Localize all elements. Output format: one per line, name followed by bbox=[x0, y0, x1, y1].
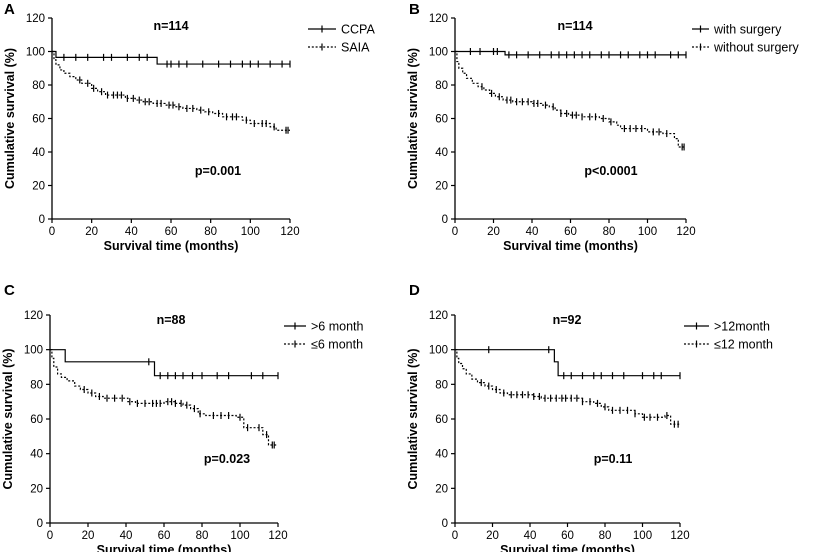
y-tick-label: 20 bbox=[435, 181, 448, 193]
x-tick-label: 120 bbox=[280, 226, 299, 238]
y-tick-label: 60 bbox=[435, 114, 448, 126]
y-tick-label: 40 bbox=[435, 147, 448, 159]
chart-title: n=114 bbox=[153, 19, 188, 33]
y-tick-label: 0 bbox=[442, 214, 448, 226]
legend-label: with surgery bbox=[713, 23, 782, 37]
x-tick-label: 60 bbox=[158, 530, 171, 542]
survival-curve-group-2 bbox=[50, 349, 278, 446]
x-tick-label: 0 bbox=[47, 530, 53, 542]
survival-curve-group-1 bbox=[455, 50, 686, 56]
x-axis-title: Survival time (months) bbox=[97, 543, 232, 552]
x-tick-label: 80 bbox=[196, 530, 209, 542]
y-tick-label: 60 bbox=[30, 414, 43, 426]
y-tick-label: 120 bbox=[429, 310, 448, 322]
legend-label: CCPA bbox=[341, 23, 375, 37]
chart-title: n=88 bbox=[157, 313, 186, 327]
x-tick-label: 40 bbox=[120, 530, 133, 542]
y-tick-label: 40 bbox=[435, 449, 448, 461]
survival-curve-group-1 bbox=[50, 349, 278, 377]
panel-label: C bbox=[4, 282, 15, 299]
y-tick-label: 120 bbox=[429, 13, 448, 25]
y-tick-label: 80 bbox=[32, 80, 45, 92]
survival-curve-group-1 bbox=[455, 349, 680, 377]
legend-label: without surgery bbox=[713, 41, 800, 55]
y-tick-label: 0 bbox=[37, 518, 43, 530]
x-tick-label: 100 bbox=[230, 530, 249, 542]
x-axis-title: Survival time (months) bbox=[503, 239, 638, 253]
y-tick-label: 120 bbox=[24, 310, 43, 322]
x-tick-label: 20 bbox=[82, 530, 95, 542]
y-tick-label: 100 bbox=[429, 47, 448, 59]
x-tick-label: 40 bbox=[524, 530, 537, 542]
legend-label: >6 month bbox=[311, 320, 364, 334]
y-tick-label: 100 bbox=[24, 345, 43, 357]
survival-curve-group-2 bbox=[455, 50, 686, 148]
x-tick-label: 60 bbox=[165, 226, 178, 238]
legend-label: ≤6 month bbox=[311, 338, 363, 352]
x-tick-label: 120 bbox=[676, 226, 695, 238]
p-value-annotation: p=0.11 bbox=[594, 452, 633, 466]
legend-label: ≤12 month bbox=[714, 338, 773, 352]
x-tick-label: 100 bbox=[241, 226, 260, 238]
x-tick-label: 60 bbox=[564, 226, 577, 238]
panel-c: C 0 20 40 60 80 100 120 0 20 40 60 80 100 120 Survival … bbox=[1, 282, 364, 552]
x-tick-label: 20 bbox=[487, 226, 500, 238]
y-axis-title: Cumulative survival (%) bbox=[406, 48, 420, 189]
x-tick-label: 100 bbox=[638, 226, 657, 238]
legend-label: SAIA bbox=[341, 41, 370, 55]
legend-label: >12month bbox=[714, 320, 770, 334]
x-tick-label: 40 bbox=[125, 226, 138, 238]
chart-title: n=114 bbox=[557, 19, 592, 33]
panel-d: D 0 20 40 60 80 100 120 0 20 40 60 80 100 120 Survival … bbox=[406, 282, 773, 552]
y-tick-label: 120 bbox=[26, 13, 45, 25]
panel-a: A 0 20 40 60 80 100 120 0 20 40 60 80 100 120 Survival … bbox=[3, 1, 375, 253]
y-tick-label: 20 bbox=[32, 181, 45, 193]
panel-b: B 0 20 40 60 80 100 120 0 20 40 60 80 100 120 Survival … bbox=[406, 1, 800, 253]
y-tick-label: 40 bbox=[30, 449, 43, 461]
y-tick-label: 80 bbox=[30, 379, 43, 391]
p-value-annotation: p=0.023 bbox=[204, 452, 250, 466]
p-value-annotation: p=0.001 bbox=[195, 164, 241, 178]
x-tick-label: 80 bbox=[599, 530, 612, 542]
x-tick-label: 0 bbox=[452, 530, 458, 542]
x-tick-label: 60 bbox=[561, 530, 574, 542]
x-tick-label: 0 bbox=[49, 226, 55, 238]
x-tick-label: 120 bbox=[268, 530, 287, 542]
y-tick-label: 100 bbox=[26, 47, 45, 59]
panel-label: A bbox=[4, 1, 15, 18]
survival-curve-group-2 bbox=[52, 50, 290, 131]
y-tick-label: 80 bbox=[435, 379, 448, 391]
x-tick-label: 80 bbox=[603, 226, 616, 238]
x-tick-label: 20 bbox=[85, 226, 98, 238]
x-tick-label: 40 bbox=[526, 226, 539, 238]
y-axis-title: Cumulative survival (%) bbox=[1, 348, 15, 489]
y-axis-title: Cumulative survival (%) bbox=[406, 348, 420, 489]
p-value-annotation: p<0.0001 bbox=[584, 164, 637, 178]
y-axis-title: Cumulative survival (%) bbox=[3, 48, 17, 189]
x-tick-label: 80 bbox=[204, 226, 217, 238]
y-tick-label: 80 bbox=[435, 80, 448, 92]
chart-title: n=92 bbox=[553, 313, 582, 327]
y-tick-label: 60 bbox=[32, 114, 45, 126]
x-tick-label: 0 bbox=[452, 226, 458, 238]
panel-label: B bbox=[409, 1, 420, 18]
y-tick-label: 20 bbox=[30, 483, 43, 495]
y-tick-label: 40 bbox=[32, 147, 45, 159]
x-axis-title: Survival time (months) bbox=[104, 239, 239, 253]
survival-curve-group-2 bbox=[455, 349, 680, 425]
x-tick-label: 100 bbox=[633, 530, 652, 542]
y-tick-label: 60 bbox=[435, 414, 448, 426]
x-tick-label: 120 bbox=[670, 530, 689, 542]
y-tick-label: 0 bbox=[39, 214, 45, 226]
y-tick-label: 20 bbox=[435, 483, 448, 495]
x-tick-label: 20 bbox=[486, 530, 499, 542]
y-tick-label: 0 bbox=[442, 518, 448, 530]
panel-label: D bbox=[409, 282, 420, 299]
y-tick-label: 100 bbox=[429, 345, 448, 357]
x-axis-title: Survival time (months) bbox=[500, 543, 635, 552]
